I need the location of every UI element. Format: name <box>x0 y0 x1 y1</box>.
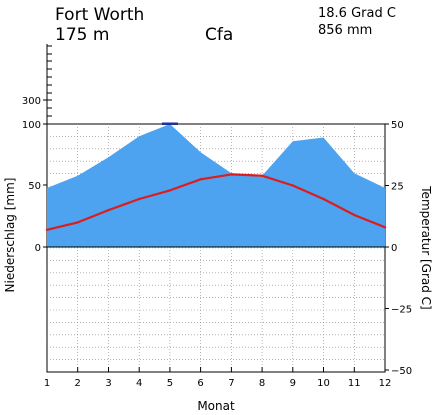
left-tick-label: 300 <box>22 96 41 107</box>
right-tick-label: −25 <box>391 305 412 316</box>
temperature-point <box>230 173 233 176</box>
left-tick-label: 0 <box>35 243 41 254</box>
x-tick-label: 5 <box>167 378 173 389</box>
right-axis-label: Temperatur [Grad C] <box>419 185 433 309</box>
x-axis-label: Monat <box>197 399 235 413</box>
annual-precipitation: 856 mm <box>318 23 372 38</box>
x-tick-label: 1 <box>44 378 50 389</box>
temperature-point <box>260 174 264 177</box>
x-tick-label: 12 <box>379 378 392 389</box>
x-tick-label: 11 <box>348 378 361 389</box>
temperature-point <box>45 228 49 231</box>
x-tick-label: 4 <box>136 378 142 389</box>
x-tick-label: 2 <box>75 378 81 389</box>
precipitation-fill <box>47 124 385 247</box>
left-tick-label: 100 <box>22 120 41 131</box>
left-axis-label: Niederschlag [mm] <box>3 178 17 293</box>
station-elevation: 175 m <box>55 25 109 45</box>
temperature-series <box>45 173 387 231</box>
upper-precip-axis <box>46 44 52 124</box>
temperature-point <box>291 184 294 187</box>
right-tick-label: 50 <box>391 120 404 131</box>
temperature-point <box>138 197 141 201</box>
x-tick-label: 6 <box>197 378 203 389</box>
temperature-point <box>322 197 325 201</box>
temperature-point <box>353 213 356 217</box>
temperature-point <box>76 221 79 224</box>
climate-class: Cfa <box>205 25 233 45</box>
x-tick-label: 9 <box>290 378 296 389</box>
right-tick-label: 25 <box>391 182 404 193</box>
x-tick-label: 8 <box>259 378 265 389</box>
mean-temperature: 18.6 Grad C <box>318 6 396 21</box>
temperature-line <box>46 173 386 231</box>
right-tick-label: −50 <box>391 366 412 377</box>
temperature-point <box>168 189 172 192</box>
right-tick-label: 0 <box>391 243 397 254</box>
temperature-point <box>383 226 387 229</box>
temperature-point <box>107 208 110 212</box>
station-name: Fort Worth <box>55 5 144 25</box>
precipitation-excess-mark <box>161 122 178 125</box>
temperature-point <box>199 178 202 181</box>
left-tick-label: 50 <box>28 181 41 192</box>
precipitation-area <box>47 122 385 247</box>
x-tick-label: 3 <box>105 378 111 389</box>
x-tick-label: 10 <box>317 378 330 389</box>
x-tick-label: 7 <box>228 378 234 389</box>
